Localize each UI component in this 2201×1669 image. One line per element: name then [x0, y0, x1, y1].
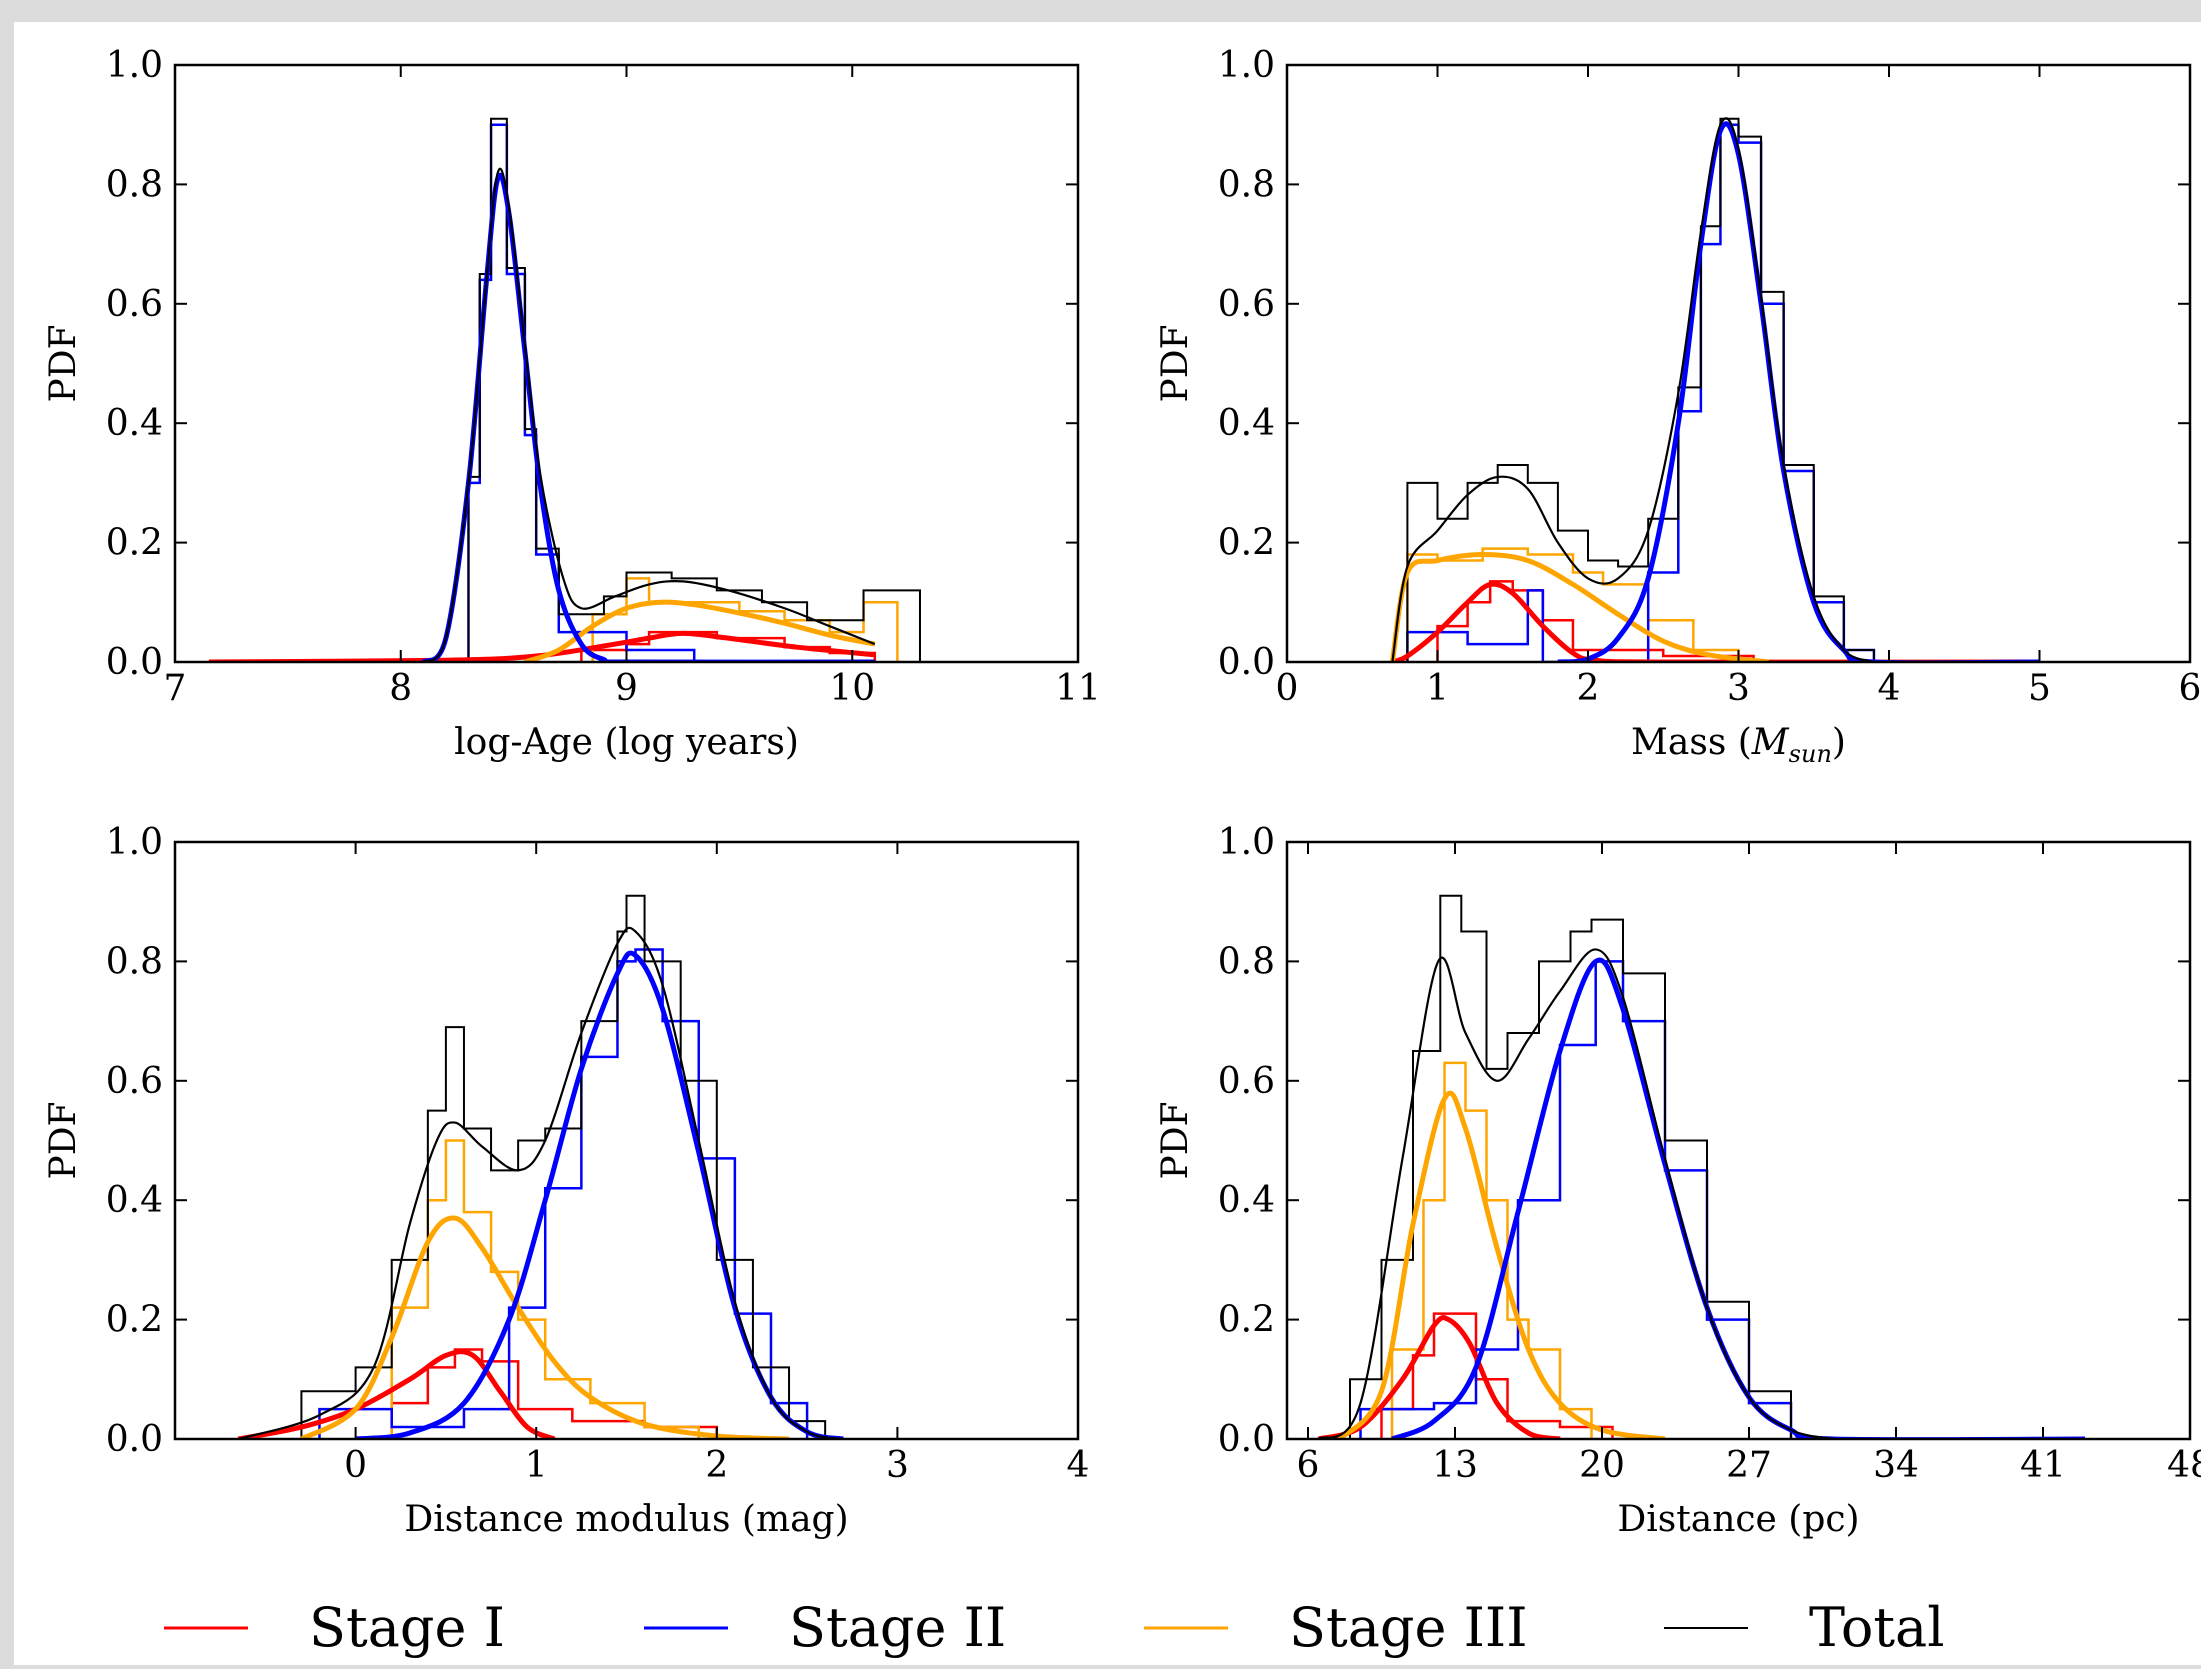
curve-total — [422, 167, 876, 662]
ytick-label: 0.8 — [1218, 164, 1275, 205]
xtick-label: 1 — [1426, 668, 1449, 709]
xtick-label: 41 — [2020, 1445, 2066, 1486]
plot-area — [237, 894, 844, 1439]
legend: Stage I Stage II Stage III Total — [164, 1596, 1945, 1659]
xtick-label: 34 — [1873, 1445, 1919, 1486]
legend-label-stage3: Stage III — [1289, 1596, 1528, 1659]
x-axis-label: log-Age (log years) — [454, 722, 799, 763]
plot-area — [208, 117, 921, 662]
xtick-label: 6 — [1297, 1445, 1320, 1486]
ytick-label: 0.6 — [1218, 284, 1275, 325]
legend-label-stage1: Stage I — [309, 1596, 505, 1659]
histogram-stage1 — [1380, 1312, 1614, 1439]
histogram-stage3 — [390, 1139, 700, 1439]
xtick-label: 1 — [525, 1445, 548, 1486]
ytick-label: 0.2 — [1218, 1300, 1275, 1341]
ytick-label: 1.0 — [1218, 45, 1275, 86]
xtick-label: 4 — [1878, 668, 1901, 709]
ytick-label: 0.0 — [1218, 1419, 1275, 1460]
curve-stage3 — [1389, 552, 1769, 662]
y-axis-label: PDF — [43, 324, 84, 402]
xtick-label: 6 — [2179, 668, 2201, 709]
histogram-total — [1349, 894, 1792, 1439]
histogram-stage3 — [1390, 1061, 1593, 1439]
curve-stage3 — [1337, 1090, 1666, 1439]
ytick-label: 0.4 — [106, 403, 163, 444]
subplot-2: 0.0 0.2 0.4 0.6 0.8 1.0 0 1 2 3 4 5 6 Mass (Msun) PDF — [1155, 45, 2201, 768]
ytick-label: 0.2 — [106, 1300, 163, 1341]
curve-stage1 — [237, 1349, 556, 1439]
ytick-label: 0.6 — [106, 1061, 163, 1102]
xtick-label: 10 — [829, 668, 875, 709]
axes-frame — [1285, 840, 2192, 1441]
histogram-stage2 — [1406, 123, 1876, 662]
xtick-label: 2 — [705, 1445, 728, 1486]
x-axis-label: Mass (Msun) — [1631, 722, 1846, 768]
histogram-total — [300, 894, 827, 1439]
ytick-label: 1.0 — [1218, 822, 1275, 863]
plot-area — [1389, 117, 2040, 662]
xtick-label: 0 — [344, 1445, 367, 1486]
xtick-label: 11 — [1055, 668, 1101, 709]
xtick-label: 8 — [389, 668, 412, 709]
ytick-label: 0.0 — [1218, 642, 1275, 683]
histogram-total — [467, 117, 921, 662]
ytick-label: 0.4 — [1218, 1180, 1275, 1221]
ytick-label: 0.0 — [106, 642, 163, 683]
xtick-label: 5 — [2028, 668, 2051, 709]
xtick-label: 0 — [1276, 668, 1299, 709]
curve-total — [237, 926, 844, 1439]
curve-stage1 — [1391, 581, 2040, 662]
ytick-label: 0.6 — [106, 284, 163, 325]
xtick-label: 9 — [615, 668, 638, 709]
xtick-label: 4 — [1067, 1445, 1090, 1486]
subplot-1: 0.0 0.2 0.4 0.6 0.8 1.0 7 8 9 10 11 log-Age (log ye… — [43, 45, 1101, 763]
ytick-label: 0.0 — [106, 1419, 163, 1460]
ytick-label: 1.0 — [106, 45, 163, 86]
ytick-label: 0.8 — [1218, 941, 1275, 982]
xtick-label: 7 — [164, 668, 187, 709]
xtick-label: 48 — [2167, 1445, 2201, 1486]
y-axis-label: PDF — [43, 1101, 84, 1179]
histogram-total — [1406, 117, 1875, 662]
subplot-3: 0.0 0.2 0.4 0.6 0.8 1.0 0 1 2 3 4 Distance modulus … — [43, 822, 1089, 1540]
curve-total — [1391, 117, 1875, 662]
legend-label-stage2: Stage II — [789, 1596, 1006, 1659]
ytick-label: 0.8 — [106, 941, 163, 982]
xtick-label: 3 — [886, 1445, 909, 1486]
xtick-label: 20 — [1579, 1445, 1625, 1486]
ytick-label: 0.6 — [1218, 1061, 1275, 1102]
subplot-4: 0.0 0.2 0.4 0.6 0.8 1.0 6 13 20 27 34 41 48 Distance … — [1155, 822, 2201, 1540]
y-axis-label: PDF — [1155, 1101, 1196, 1179]
xtick-label: 3 — [1727, 668, 1750, 709]
curve-total — [1317, 948, 1834, 1439]
curve-stage3 — [300, 1215, 790, 1439]
ytick-label: 0.4 — [106, 1180, 163, 1221]
curve-stage2 — [1391, 957, 2085, 1439]
axes-frame — [173, 840, 1080, 1441]
xtick-label: 13 — [1432, 1445, 1478, 1486]
y-axis-label: PDF — [1155, 324, 1196, 402]
xtick-label: 2 — [1577, 668, 1600, 709]
ytick-label: 0.8 — [106, 164, 163, 205]
figure: 0.0 0.2 0.4 0.6 0.8 1.0 7 8 9 10 11 log-Age (log ye… — [14, 22, 2201, 1665]
ytick-label: 0.4 — [1218, 403, 1275, 444]
legend-label-total: Total — [1809, 1596, 1945, 1659]
curve-stage2 — [1557, 121, 2040, 662]
ytick-label: 0.2 — [1218, 523, 1275, 564]
plot-area — [1317, 894, 2085, 1439]
ytick-label: 1.0 — [106, 822, 163, 863]
ytick-label: 0.2 — [106, 523, 163, 564]
x-axis-label: Distance modulus (mag) — [404, 1499, 848, 1540]
x-axis-label: Distance (pc) — [1617, 1499, 1859, 1540]
curve-stage1 — [1317, 1315, 1561, 1439]
xtick-label: 27 — [1726, 1445, 1772, 1486]
